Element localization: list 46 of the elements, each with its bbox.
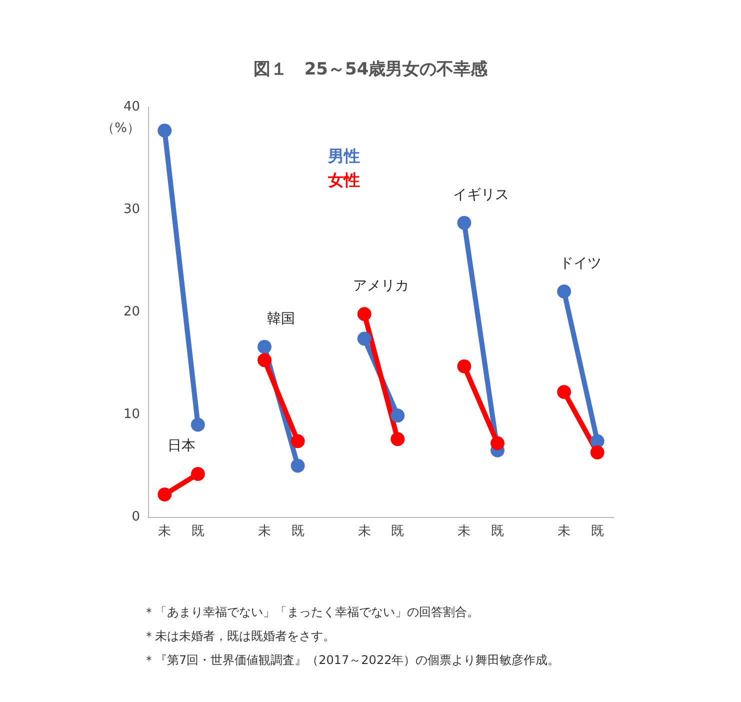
point — [290, 434, 305, 448]
point — [590, 445, 604, 460]
y-tick-label: 0 — [132, 510, 140, 524]
annotation: イギリス — [452, 186, 509, 203]
text: 女性 — [327, 170, 360, 190]
point — [357, 307, 372, 322]
x-tick-label: 未 — [258, 524, 271, 539]
x-tick-label: 既 — [590, 524, 604, 539]
point — [457, 216, 472, 230]
text: ＊「あまり幸福でない」「まったく幸福でない」の回答割合。 — [143, 605, 479, 619]
x-tick-label: 未 — [458, 524, 471, 539]
point — [557, 384, 572, 399]
y-tick-label: 20 — [123, 304, 140, 320]
text: 男性 — [327, 146, 360, 166]
annotation: 日本 — [167, 438, 196, 454]
x-tick-label: 既 — [291, 524, 304, 539]
point — [190, 418, 205, 432]
point — [490, 436, 504, 450]
point — [290, 458, 305, 473]
point — [190, 466, 205, 481]
x-tick-label: 未 — [558, 524, 571, 539]
point — [258, 353, 272, 368]
annotation: ドイツ — [560, 256, 602, 272]
point — [258, 340, 272, 354]
point — [390, 432, 405, 446]
point — [457, 359, 472, 374]
point — [590, 434, 604, 448]
x-tick-label: 既 — [491, 524, 504, 539]
chart-title: 図１ 25～54歳男女の不幸感 — [253, 60, 489, 80]
annotation: 韓国 — [267, 310, 296, 327]
text: ＊未は未婚者，既は既婚者をさす。 — [143, 629, 335, 643]
point — [390, 408, 405, 423]
x-tick-label: 既 — [391, 524, 404, 539]
point — [158, 124, 172, 138]
text: ＊『第7回・世界価値観調査』（2017～2022年）の個票より舞田敏彦作成。 — [143, 653, 560, 667]
x-tick-label: 未 — [358, 524, 371, 539]
y-axis-title: （%） — [102, 121, 140, 136]
point — [357, 332, 372, 346]
point — [557, 284, 572, 298]
y-tick-label: 10 — [123, 407, 140, 422]
point — [158, 487, 172, 502]
y-tick-label: 40 — [123, 100, 140, 114]
annotation: アメリカ — [353, 278, 409, 294]
x-tick-label: 既 — [191, 524, 204, 539]
y-tick-label: 30 — [123, 202, 140, 217]
x-tick-label: 未 — [158, 524, 172, 539]
